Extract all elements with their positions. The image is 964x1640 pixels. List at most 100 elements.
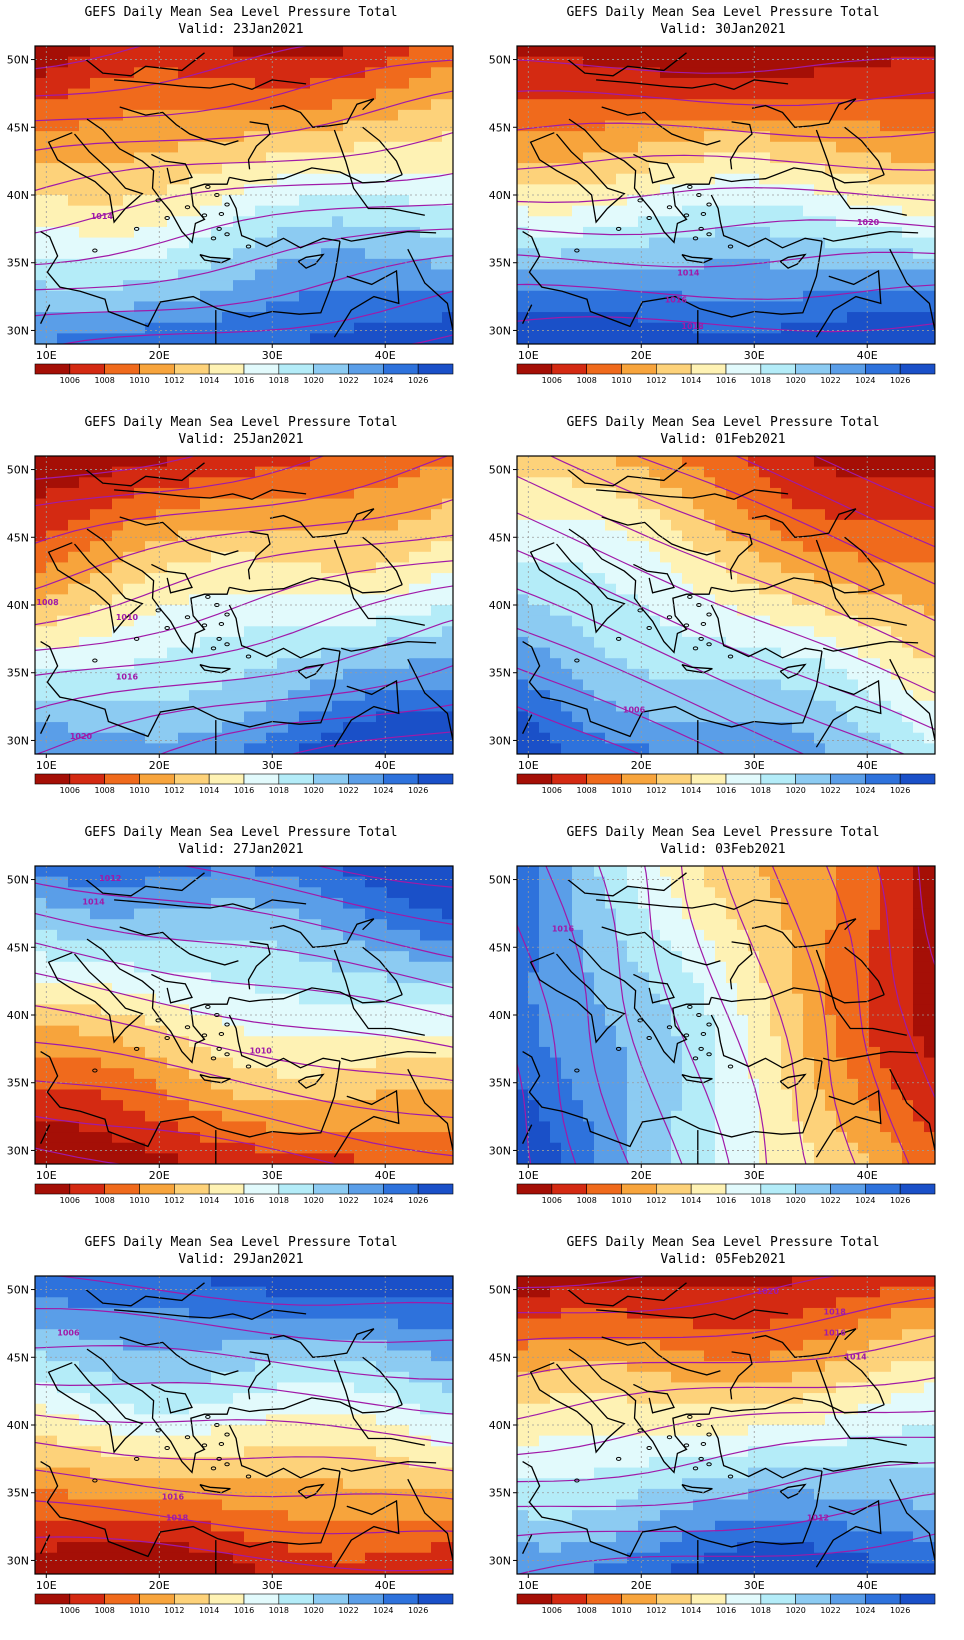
colorbar-label: 1022 <box>338 376 358 385</box>
colorbar-swatch <box>586 773 622 785</box>
colorbar-swatch <box>865 1593 901 1605</box>
pressure-field <box>35 456 453 754</box>
colorbar-swatch <box>795 773 831 785</box>
colorbar-label: 1012 <box>164 1196 184 1205</box>
pressure-field <box>517 456 935 754</box>
lat-tick-label: 40N <box>7 189 29 202</box>
colorbar-label: 1014 <box>681 1196 701 1205</box>
colorbar-swatch <box>34 363 71 375</box>
colorbar-swatch <box>69 1183 105 1195</box>
lat-tick-label: 50N <box>7 874 29 887</box>
colorbar-label: 1024 <box>855 1606 875 1615</box>
colorbar: 1006 1008 1010 1012 1014 1016 1018 1020 1022 1024… <box>34 363 454 385</box>
map-panel: GEFS Daily Mean Sea Level Pressure Total… <box>0 0 482 410</box>
lon-tick-label: 10E <box>518 1579 539 1592</box>
colorbar-label: 1020 <box>785 1606 805 1615</box>
colorbar-swatch <box>760 1183 796 1195</box>
map-panel: GEFS Daily Mean Sea Level Pressure Total… <box>482 1230 964 1640</box>
lon-tick-label: 20E <box>149 759 170 772</box>
colorbar-label: 1010 <box>611 1606 631 1615</box>
colorbar: 1006 1008 1010 1012 1014 1016 1018 1020 1022 1024… <box>516 1593 936 1615</box>
panel-valid-date: Valid: 27Jan2021 <box>178 842 304 857</box>
colorbar-swatch <box>656 773 692 785</box>
contour-label: 1012 <box>99 874 121 883</box>
colorbar-label: 1024 <box>373 786 393 795</box>
lat-tick-label: 30N <box>489 324 511 337</box>
lon-tick-label: 30E <box>744 1169 765 1182</box>
colorbar-label: 1024 <box>855 376 875 385</box>
pressure-field <box>35 46 453 344</box>
contour-label: 1016 <box>552 925 575 934</box>
colorbar-swatch <box>865 363 901 375</box>
coastlines <box>522 1282 935 1574</box>
colorbar-label: 1010 <box>611 786 631 795</box>
lon-tick-label: 30E <box>744 759 765 772</box>
colorbar-swatch <box>417 1183 454 1195</box>
lon-tick-label: 40E <box>375 349 396 362</box>
colorbar-swatch <box>348 773 384 785</box>
colorbar-swatch <box>278 363 314 375</box>
colorbar-label: 1020 <box>785 1196 805 1205</box>
colorbar-swatch <box>278 1183 314 1195</box>
contour-label: 1012 <box>807 1513 829 1522</box>
colorbar-swatch <box>725 1183 762 1195</box>
lat-tick-label: 45N <box>489 531 511 544</box>
colorbar-swatch <box>139 1593 175 1605</box>
colorbar-swatch <box>174 1593 210 1605</box>
colorbar-label: 1014 <box>199 1196 219 1205</box>
colorbar-label: 1006 <box>542 786 562 795</box>
colorbar-label: 1010 <box>129 786 149 795</box>
colorbar-label: 1016 <box>716 1196 736 1205</box>
contour-label: 1016 <box>116 673 139 682</box>
colorbar-label: 1008 <box>576 376 596 385</box>
colorbar-swatch <box>139 363 175 375</box>
pressure-map: 1014 1018 1020 1016 50N 45N 40N 35N 30N 10E 20E 30E… <box>489 45 936 385</box>
colorbar-swatch <box>795 363 831 375</box>
lon-tick-label: 40E <box>857 349 878 362</box>
lon-tick-label: 10E <box>36 1579 57 1592</box>
colorbar-label: 1016 <box>234 1606 254 1615</box>
lat-tick-label: 35N <box>7 257 29 270</box>
colorbar-label: 1010 <box>611 376 631 385</box>
colorbar-label: 1006 <box>60 786 80 795</box>
lat-tick-label: 40N <box>7 1419 29 1432</box>
lat-tick-label: 50N <box>489 874 511 887</box>
coastlines <box>40 52 453 344</box>
colorbar-label: 1020 <box>785 376 805 385</box>
panel-valid-date: Valid: 29Jan2021 <box>178 1252 304 1267</box>
lon-tick-label: 20E <box>631 1169 652 1182</box>
colorbar-label: 1024 <box>373 376 393 385</box>
colorbar-swatch <box>174 1183 210 1195</box>
lat-tick-label: 50N <box>7 464 29 477</box>
lat-tick-label: 45N <box>489 1351 511 1364</box>
colorbar-label: 1026 <box>890 1606 910 1615</box>
colorbar-swatch <box>69 1593 105 1605</box>
colorbar-label: 1008 <box>94 1606 114 1615</box>
map-panel: GEFS Daily Mean Sea Level Pressure Total… <box>0 410 482 820</box>
colorbar-label: 1026 <box>890 786 910 795</box>
panel-valid-date: Valid: 03Feb2021 <box>660 842 786 857</box>
colorbar: 1006 1008 1010 1012 1014 1016 1018 1020 1022 1024… <box>516 773 936 795</box>
coastlines <box>40 462 453 754</box>
lat-tick-label: 50N <box>7 54 29 67</box>
colorbar-swatch <box>208 363 245 375</box>
lon-tick-label: 40E <box>375 759 396 772</box>
colorbar-swatch <box>243 773 280 785</box>
colorbar-swatch <box>243 1183 280 1195</box>
colorbar-label: 1016 <box>234 1196 254 1205</box>
lon-tick-label: 30E <box>744 1579 765 1592</box>
colorbar-label: 1012 <box>646 786 666 795</box>
colorbar-swatch <box>34 1593 71 1605</box>
contour-label: 1014 <box>82 898 105 907</box>
colorbar-label: 1020 <box>303 786 323 795</box>
colorbar-label: 1006 <box>542 1606 562 1615</box>
contour-label: 1018 <box>824 1308 847 1317</box>
colorbar-swatch <box>348 1593 384 1605</box>
lon-tick-label: 20E <box>149 1169 170 1182</box>
colorbar-label: 1026 <box>408 376 428 385</box>
coastlines <box>522 52 935 344</box>
colorbar-label: 1010 <box>611 1196 631 1205</box>
contour-label: 1010 <box>250 1047 273 1056</box>
colorbar-label: 1006 <box>60 376 80 385</box>
colorbar-swatch <box>551 773 587 785</box>
